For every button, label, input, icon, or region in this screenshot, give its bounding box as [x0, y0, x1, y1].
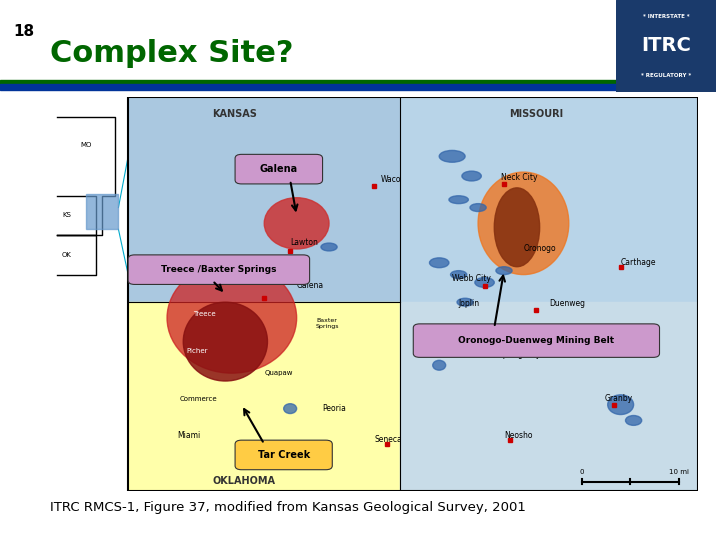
Ellipse shape [429, 258, 449, 268]
Ellipse shape [183, 302, 268, 381]
Text: Neck City: Neck City [501, 173, 537, 182]
Ellipse shape [496, 267, 512, 275]
Text: OK: OK [62, 252, 71, 258]
Text: Seneca: Seneca [374, 435, 402, 444]
Bar [128, 302, 400, 491]
Text: Quapaw: Quapaw [264, 370, 293, 376]
Ellipse shape [167, 263, 297, 373]
Ellipse shape [475, 278, 495, 287]
Bar [86, 194, 119, 230]
Text: Peoria: Peoria [323, 403, 346, 413]
Ellipse shape [494, 188, 540, 267]
Polygon shape [57, 235, 96, 275]
Ellipse shape [439, 151, 465, 162]
Ellipse shape [451, 271, 467, 279]
Bar [128, 302, 400, 491]
Text: Joplin: Joplin [459, 299, 480, 308]
Text: Picher: Picher [186, 348, 208, 354]
Text: 0: 0 [580, 469, 584, 475]
Bar [128, 97, 698, 491]
Text: KANSAS: KANSAS [212, 109, 257, 119]
Text: MO: MO [81, 141, 91, 147]
Text: Lawton: Lawton [290, 238, 318, 247]
Text: Galena: Galena [297, 281, 324, 291]
FancyBboxPatch shape [235, 440, 332, 470]
Ellipse shape [449, 195, 469, 204]
Text: Miami: Miami [177, 431, 200, 440]
Ellipse shape [478, 172, 569, 274]
Text: OKLAHOMA: OKLAHOMA [212, 476, 275, 485]
Ellipse shape [626, 415, 642, 426]
FancyBboxPatch shape [413, 324, 660, 357]
FancyBboxPatch shape [235, 154, 323, 184]
Text: Complex Site?: Complex Site? [50, 39, 294, 68]
Text: Treece /Baxter Springs: Treece /Baxter Springs [161, 265, 276, 274]
Text: 10 mi: 10 mi [669, 469, 689, 475]
Ellipse shape [282, 271, 298, 279]
Ellipse shape [457, 298, 473, 306]
Text: Tar Creek: Tar Creek [258, 450, 310, 460]
Ellipse shape [433, 360, 446, 370]
Text: MISSOURI: MISSOURI [509, 109, 564, 119]
Text: Spring City: Spring City [498, 350, 540, 360]
Bar [0, 84, 626, 90]
Text: Granby: Granby [604, 394, 633, 403]
Ellipse shape [321, 243, 337, 251]
Ellipse shape [470, 204, 486, 212]
Text: * REGULATORY *: * REGULATORY * [641, 73, 691, 78]
Text: ITRC RMCS-1, Figure 37, modified from Kansas Geological Survey, 2001: ITRC RMCS-1, Figure 37, modified from Ka… [50, 501, 526, 514]
Text: Treece: Treece [193, 311, 215, 317]
Text: 18: 18 [13, 24, 34, 39]
Text: Carthage: Carthage [621, 258, 656, 267]
Ellipse shape [264, 198, 329, 249]
Text: Webb City: Webb City [452, 273, 491, 282]
Text: Galena: Galena [259, 164, 297, 174]
Bar [400, 302, 698, 491]
Text: KS: KS [62, 212, 71, 219]
Text: Duenweg: Duenweg [549, 299, 585, 308]
Text: Oronogo: Oronogo [523, 244, 556, 253]
Bar [400, 97, 698, 302]
Bar [0, 80, 626, 84]
Text: Oronogo-Duenweg Mining Belt: Oronogo-Duenweg Mining Belt [459, 336, 614, 345]
Ellipse shape [284, 404, 297, 414]
Text: ITRC: ITRC [641, 36, 691, 56]
Text: Baxter
Springs: Baxter Springs [316, 318, 340, 329]
Polygon shape [57, 195, 96, 235]
Text: * INTERSTATE *: * INTERSTATE * [643, 14, 689, 19]
Ellipse shape [462, 171, 482, 181]
Text: Commerce: Commerce [180, 396, 217, 402]
FancyBboxPatch shape [128, 255, 310, 285]
Ellipse shape [608, 395, 634, 415]
Polygon shape [57, 117, 115, 235]
Text: Waco: Waco [381, 175, 401, 184]
Text: Neosho: Neosho [504, 431, 533, 440]
Bar [128, 97, 400, 302]
